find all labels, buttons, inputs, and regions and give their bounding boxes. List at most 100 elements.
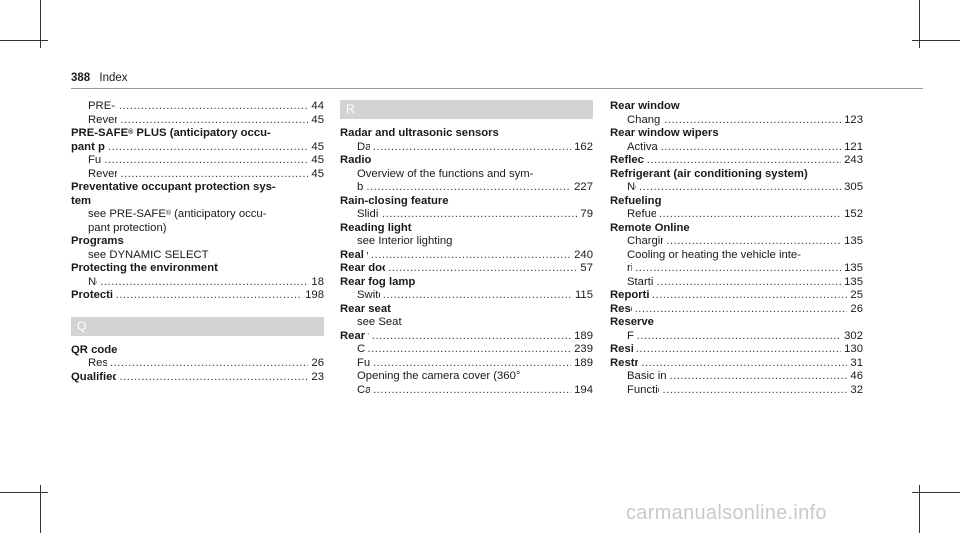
page-reference: 302 [844, 329, 863, 342]
page-reference: 130 [844, 343, 863, 355]
index-entry-heading: Remote Online [610, 221, 690, 234]
entry-label: Function [88, 154, 102, 166]
leader-dots [368, 343, 572, 357]
index-subentry-text: see Seat [357, 316, 402, 328]
page-reference: 243 [844, 154, 863, 166]
index-entry-heading: Radar and ultrasonic sensors [340, 127, 499, 139]
page-reference: 31 [850, 356, 863, 369]
entry-label: Switching on/off [357, 289, 380, 301]
page-reference: 45 [311, 140, 324, 153]
index-subentry[interactable]: Charging the starter battery 135 [610, 235, 863, 249]
entry-label: Reporting safety defects [610, 289, 649, 301]
leader-dots [669, 370, 847, 384]
page-reference: 18 [311, 275, 324, 288]
index-entry-heading: PRE-SAFE® PLUS (anticipatory occu- [71, 127, 271, 139]
leader-dots [661, 141, 842, 155]
page-reference: 189 [574, 329, 593, 342]
index-subentry[interactable]: Reversing measures 45 [71, 168, 324, 182]
index-subentry[interactable]: Function in an accident 32 [610, 384, 863, 398]
page-reference: 194 [574, 383, 593, 396]
index-entry[interactable]: Restraint system 31 [610, 357, 863, 371]
entry-label: Changing the wiper blade [627, 113, 661, 126]
index-subentry[interactable]: Basic instructions for children 46 [610, 370, 863, 384]
entry-label: Charging the starter battery [627, 235, 663, 247]
index-entry-heading: Rear fog lamp [340, 275, 416, 288]
leader-dots [373, 141, 571, 155]
index-subentry-text: see Interior lighting [357, 235, 453, 247]
index-subentry[interactable]: Care 239 [340, 343, 593, 357]
entry-label: rior [627, 262, 633, 274]
entry-label: Activating/deactivating [627, 140, 658, 153]
leader-dots [110, 357, 308, 371]
index-entry[interactable]: Rear view camera 189 [340, 330, 593, 344]
index-entry-heading: Reading light [340, 221, 412, 234]
crop-mark [0, 492, 48, 493]
page-reference: 135 [844, 262, 863, 274]
index-subentry[interactable]: Sliding sunroof 79 [340, 208, 593, 222]
index-subentry[interactable]: Rescue card 26 [71, 357, 324, 371]
crop-mark [40, 485, 41, 533]
entry-label: Fuel [627, 329, 634, 342]
index-entry-heading: Reserve [610, 316, 654, 328]
index-entry[interactable]: Rear doors (child safety lock) 57 [340, 262, 593, 276]
page-reference: 46 [850, 370, 863, 382]
index-subentry[interactable]: Changing the wiper blade 123 [610, 114, 863, 128]
index-entry-heading: Rain-closing feature [340, 194, 449, 207]
index-subentry-text: pant protection) [88, 221, 167, 234]
index-entry[interactable]: Rescue card 26 [610, 303, 863, 317]
index-subentry[interactable]: rior 135 [610, 262, 863, 276]
index-subentry[interactable]: Refueling the vehicle 152 [610, 208, 863, 222]
page-reference: 115 [574, 289, 593, 301]
index-entry[interactable]: Reflective safety vest 243 [610, 154, 863, 168]
index-entry[interactable]: Qualified specialist workshop 23 [71, 371, 324, 385]
page-reference: 135 [844, 235, 863, 247]
index-entry[interactable]: Residual heat 130 [610, 343, 863, 357]
index-column-2: R Radar and ultrasonic sensorsDamage 162 Ra… [340, 100, 593, 397]
page-header: 388 Index [71, 72, 128, 84]
page-reference: 189 [574, 356, 593, 369]
index-subentry[interactable]: Notes 18 [71, 276, 324, 290]
page-reference: 162 [574, 140, 593, 153]
page-reference: 23 [311, 370, 324, 383]
index-entry[interactable]: Real wood (Care) 240 [340, 249, 593, 263]
index-column-1: PRE-SAFE® Sound44Reversing measures45PRE… [71, 100, 324, 384]
entry-label: Camera) [357, 383, 371, 396]
index-subentry[interactable]: Starting the vehicle 135 [610, 276, 863, 290]
crop-mark [40, 0, 41, 48]
leader-dots [662, 384, 847, 398]
entry-label: PRE-SAFE® Sound [88, 100, 116, 112]
index-subentry[interactable]: Notes 305 [610, 181, 863, 195]
index-subentry[interactable]: Reversing measures 45 [71, 114, 324, 128]
entry-label: Rear doors (child safety lock) [340, 262, 385, 274]
entry-label: Restraint system [610, 356, 639, 369]
index-entry-heading: Rear window wipers [610, 127, 719, 139]
index-subentry[interactable]: bols 227 [340, 181, 593, 195]
leader-dots [635, 262, 841, 276]
index-entry[interactable]: pant protection plus) 45 [71, 141, 324, 155]
entry-label: Reversing measures [88, 167, 118, 180]
index-subentry[interactable]: Activating/deactivating 121 [610, 141, 863, 155]
index-subentry[interactable]: Fuel 302 [610, 330, 863, 344]
index-subentry[interactable]: Switching on/off 115 [340, 289, 593, 303]
entry-label: Residual heat [610, 343, 633, 355]
page-reference: 45 [311, 113, 324, 126]
index-subentry[interactable]: Function 189 [340, 357, 593, 371]
index-subentry[interactable]: PRE-SAFE® Sound 44 [71, 100, 324, 114]
leader-dots [100, 276, 308, 290]
index-subentry[interactable]: Damage 162 [340, 141, 593, 155]
leader-dots [666, 235, 841, 249]
entry-label: Basic instructions for children [627, 370, 667, 382]
page-reference: 152 [844, 208, 863, 220]
entry-label: Function in an accident [627, 383, 659, 396]
page-reference: 239 [574, 343, 593, 355]
page-reference: 123 [844, 113, 863, 126]
index-entry[interactable]: Protection against collision 198 [71, 289, 324, 303]
page-reference: 57 [580, 262, 593, 274]
leader-dots [657, 276, 841, 290]
index-subentry[interactable]: Function 45 [71, 154, 324, 168]
index-entry[interactable]: Reporting safety defects 25 [610, 289, 863, 303]
page-number: 388 [71, 72, 91, 84]
section-gap [71, 303, 324, 317]
leader-dots [366, 181, 571, 195]
index-subentry[interactable]: Camera) 194 [340, 384, 593, 398]
